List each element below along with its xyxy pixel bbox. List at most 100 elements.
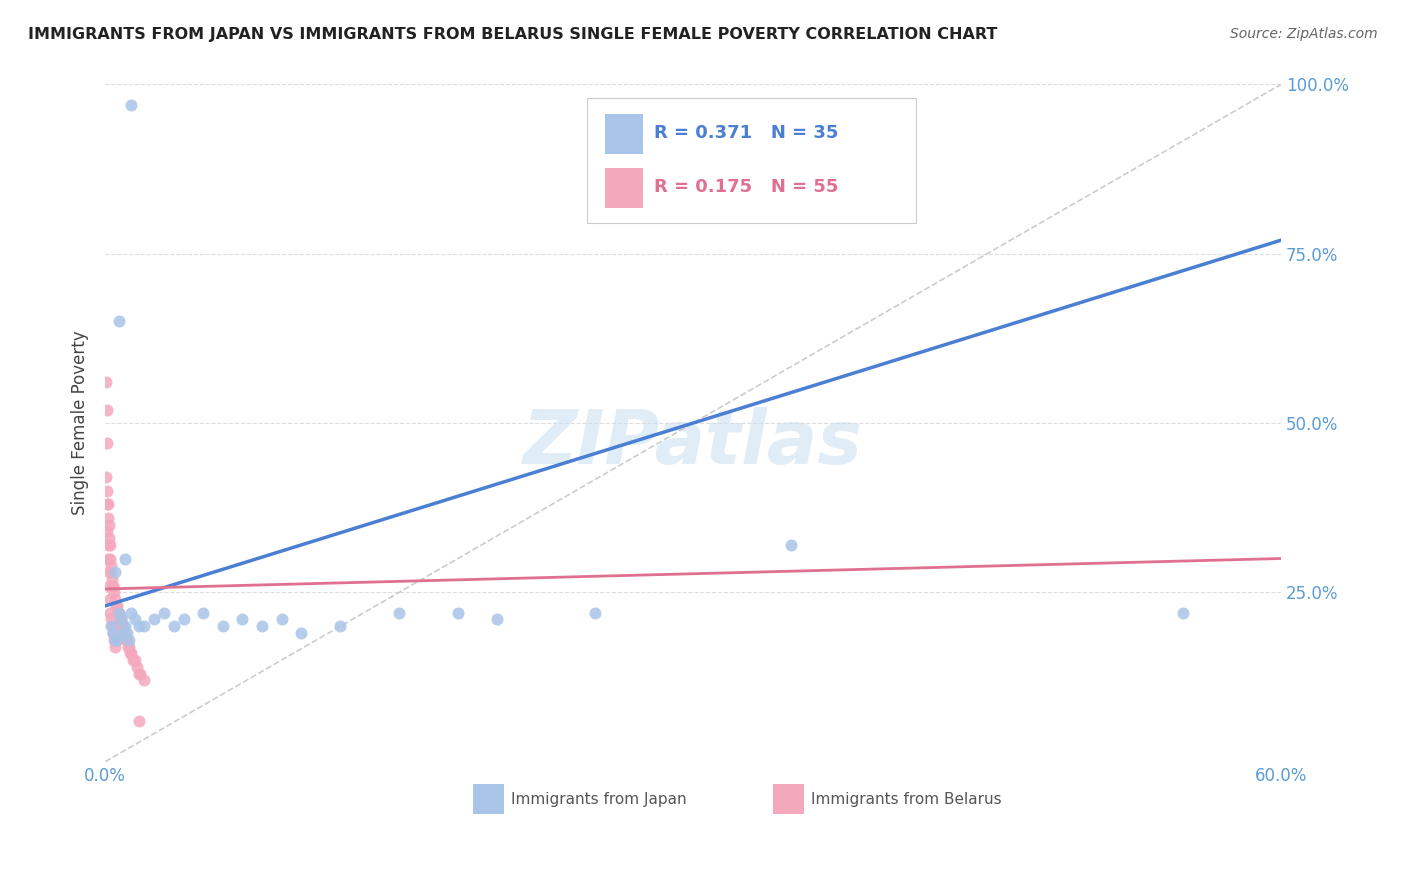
- Point: [780, 538, 803, 552]
- Point: [101, 626, 124, 640]
- FancyBboxPatch shape: [588, 98, 917, 223]
- Point: [103, 585, 125, 599]
- Point: [108, 612, 131, 626]
- Point: [103, 632, 125, 647]
- Text: R = 0.371   N = 35: R = 0.371 N = 35: [654, 124, 838, 142]
- Point: [104, 599, 127, 613]
- Text: Immigrants from Belarus: Immigrants from Belarus: [811, 792, 1001, 807]
- Point: [100, 558, 122, 573]
- Point: [97, 517, 120, 532]
- Point: [96, 483, 118, 498]
- Point: [108, 606, 131, 620]
- Point: [1171, 606, 1194, 620]
- Point: [96, 436, 118, 450]
- FancyBboxPatch shape: [605, 168, 643, 208]
- Point: [128, 714, 150, 728]
- Point: [98, 606, 121, 620]
- Point: [110, 612, 132, 626]
- Point: [108, 314, 131, 328]
- Point: [115, 626, 138, 640]
- Point: [97, 511, 120, 525]
- Point: [329, 619, 352, 633]
- Point: [101, 578, 124, 592]
- Point: [120, 97, 142, 112]
- Point: [96, 497, 118, 511]
- Point: [104, 632, 127, 647]
- Point: [100, 565, 122, 579]
- FancyBboxPatch shape: [474, 784, 503, 814]
- Point: [111, 626, 134, 640]
- Point: [124, 612, 146, 626]
- Y-axis label: Single Female Poverty: Single Female Poverty: [72, 331, 89, 516]
- Point: [143, 612, 166, 626]
- Point: [105, 632, 128, 647]
- Point: [101, 626, 124, 640]
- Point: [112, 626, 135, 640]
- Point: [101, 578, 124, 592]
- Point: [129, 666, 152, 681]
- Point: [128, 666, 150, 681]
- Point: [163, 619, 186, 633]
- Point: [114, 619, 136, 633]
- Point: [101, 572, 124, 586]
- Point: [108, 606, 131, 620]
- Point: [134, 619, 156, 633]
- Point: [97, 565, 120, 579]
- Point: [104, 592, 127, 607]
- Point: [173, 612, 195, 626]
- Point: [100, 619, 122, 633]
- Point: [120, 646, 142, 660]
- Point: [104, 565, 127, 579]
- Point: [97, 538, 120, 552]
- Point: [118, 640, 141, 654]
- Point: [211, 619, 233, 633]
- Point: [125, 660, 148, 674]
- Text: IMMIGRANTS FROM JAPAN VS IMMIGRANTS FROM BELARUS SINGLE FEMALE POVERTY CORRELATI: IMMIGRANTS FROM JAPAN VS IMMIGRANTS FROM…: [28, 27, 997, 42]
- Point: [120, 606, 142, 620]
- Point: [114, 632, 136, 647]
- Point: [115, 632, 138, 647]
- Text: Immigrants from Japan: Immigrants from Japan: [510, 792, 686, 807]
- Point: [583, 606, 606, 620]
- Point: [96, 402, 118, 417]
- Point: [118, 646, 141, 660]
- Point: [98, 578, 121, 592]
- Point: [98, 592, 121, 607]
- FancyBboxPatch shape: [773, 784, 804, 814]
- Text: R = 0.175   N = 55: R = 0.175 N = 55: [654, 178, 838, 196]
- Point: [193, 606, 215, 620]
- Point: [153, 606, 176, 620]
- Point: [134, 673, 156, 688]
- Point: [117, 640, 139, 654]
- Point: [98, 531, 121, 545]
- Point: [97, 551, 120, 566]
- Point: [96, 376, 118, 390]
- Point: [231, 612, 253, 626]
- Point: [114, 551, 136, 566]
- Point: [107, 606, 129, 620]
- Point: [96, 470, 118, 484]
- Point: [250, 619, 273, 633]
- Point: [97, 497, 120, 511]
- Point: [124, 653, 146, 667]
- Point: [270, 612, 292, 626]
- Point: [111, 619, 134, 633]
- Text: Source: ZipAtlas.com: Source: ZipAtlas.com: [1230, 27, 1378, 41]
- Point: [110, 612, 132, 626]
- Point: [98, 538, 121, 552]
- Point: [486, 612, 509, 626]
- Point: [105, 599, 128, 613]
- Text: ZIPatlas: ZIPatlas: [523, 407, 863, 480]
- Point: [96, 524, 118, 539]
- FancyBboxPatch shape: [605, 113, 643, 153]
- Point: [111, 619, 134, 633]
- Point: [98, 551, 121, 566]
- Point: [128, 619, 150, 633]
- Point: [100, 612, 122, 626]
- Point: [121, 653, 143, 667]
- Point: [114, 626, 136, 640]
- Point: [104, 640, 127, 654]
- Point: [101, 619, 124, 633]
- Point: [388, 606, 411, 620]
- Point: [118, 632, 141, 647]
